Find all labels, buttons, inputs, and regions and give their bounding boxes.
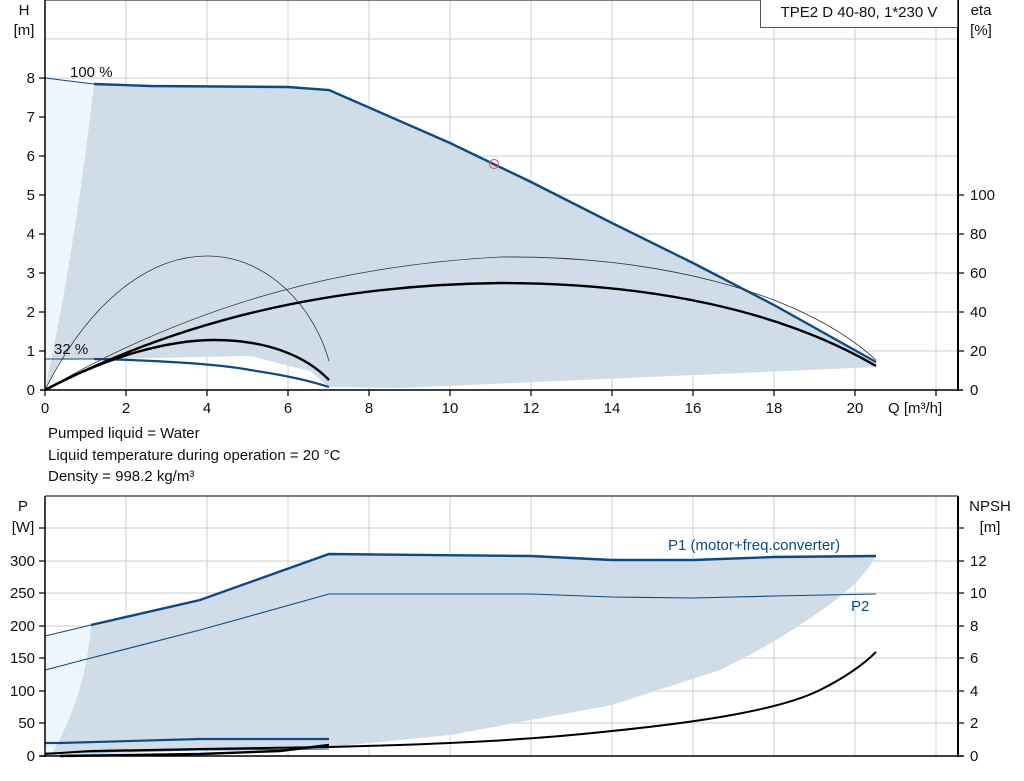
svg-text:100: 100 [970,187,995,204]
top-chart: H [m] eta [%] 0 1 2 3 4 5 6 7 8 0 20 40 … [14,0,995,417]
p2-curve [44,593,877,671]
label-100-percent: 100 % [70,64,113,81]
svg-text:0: 0 [970,748,978,765]
pump-title: TPE2 D 40-80, 1*230 V [780,4,938,21]
svg-text:3: 3 [27,265,35,282]
svg-text:14: 14 [604,400,621,417]
svg-text:200: 200 [10,618,35,635]
svg-text:4: 4 [27,226,35,243]
svg-text:6: 6 [970,650,978,667]
duty-point-marker[interactable] [488,158,500,170]
eta-32-thin [44,255,330,391]
info-density: Density = 998.2 kg/m³ [48,468,195,485]
svg-text:20: 20 [847,400,864,417]
svg-text:10: 10 [442,400,459,417]
top-y2-unit: [%] [970,22,992,39]
p1-label: P1 (motor+freq.converter) [668,537,840,554]
bottom-y-ticks: 0 50 100 150 200 250 300 [10,553,35,765]
p1-curve-32 [45,737,329,745]
top-x-label: Q [m³/h] [888,400,942,417]
svg-text:20: 20 [970,343,987,360]
svg-text:0: 0 [27,748,35,765]
h-curve-100-bold [93,82,877,364]
svg-text:300: 300 [10,553,35,570]
bottom-light-region [45,625,91,756]
svg-text:1: 1 [27,343,35,360]
bottom-operating-region [50,555,876,756]
top-y-unit: [m] [14,22,35,39]
p1-curve-thin [44,624,92,637]
svg-text:50: 50 [18,715,35,732]
svg-text:8: 8 [27,70,35,87]
svg-text:60: 60 [970,265,987,282]
bottom-y-unit: [W] [12,519,35,536]
bottom-y2-unit: [m] [980,519,1001,536]
svg-text:5: 5 [27,187,35,204]
svg-text:4: 4 [970,683,978,700]
svg-text:12: 12 [970,553,987,570]
svg-text:7: 7 [27,109,35,126]
top-y2-label: eta [971,2,993,19]
pump-title-box: TPE2 D 40-80, 1*230 V [760,0,958,28]
top-y2-ticks: 0 20 40 60 80 100 [970,187,995,399]
eta-max-thin [44,256,877,391]
svg-text:8: 8 [970,618,978,635]
svg-text:6: 6 [284,400,292,417]
svg-text:4: 4 [203,400,211,417]
eta-curve-32 [44,338,330,392]
svg-text:80: 80 [970,226,987,243]
top-y-label: H [19,2,30,19]
svg-text:16: 16 [685,400,702,417]
svg-text:0: 0 [27,382,35,399]
svg-text:10: 10 [970,585,987,602]
top-x-ticks: 0 2 4 6 8 10 12 14 16 18 20 [41,400,864,417]
svg-text:2: 2 [122,400,130,417]
h-curve-100 [44,77,95,85]
info-temperature: Liquid temperature during operation = 20… [48,447,341,464]
svg-text:6: 6 [27,148,35,165]
svg-text:0: 0 [970,382,978,399]
bottom-chart: P [W] NPSH [m] 0 50 100 150 200 250 300 … [10,495,1011,765]
bottom-y-label: P [18,498,28,515]
top-light-region [45,78,94,390]
eta-curve-100 [44,281,877,392]
svg-text:150: 150 [10,650,35,667]
npsh-curve [44,651,877,755]
svg-text:40: 40 [970,304,987,321]
bottom-y2-label: NPSH [969,498,1011,515]
top-y-ticks: 0 1 2 3 4 5 6 7 8 [27,70,35,399]
svg-text:2: 2 [970,715,978,732]
info-liquid: Pumped liquid = Water [48,425,200,442]
label-32-percent: 32 % [54,341,88,358]
svg-text:0: 0 [41,400,49,417]
svg-text:18: 18 [766,400,783,417]
bottom-y2-ticks: 0 2 4 6 8 10 12 [970,553,987,765]
svg-text:8: 8 [365,400,373,417]
p2-label: P2 [851,598,869,615]
svg-text:2: 2 [27,304,35,321]
p1-curve [90,552,877,627]
svg-text:100: 100 [10,683,35,700]
h-curve-32-bold [93,357,330,389]
svg-text:250: 250 [10,585,35,602]
svg-text:12: 12 [523,400,540,417]
